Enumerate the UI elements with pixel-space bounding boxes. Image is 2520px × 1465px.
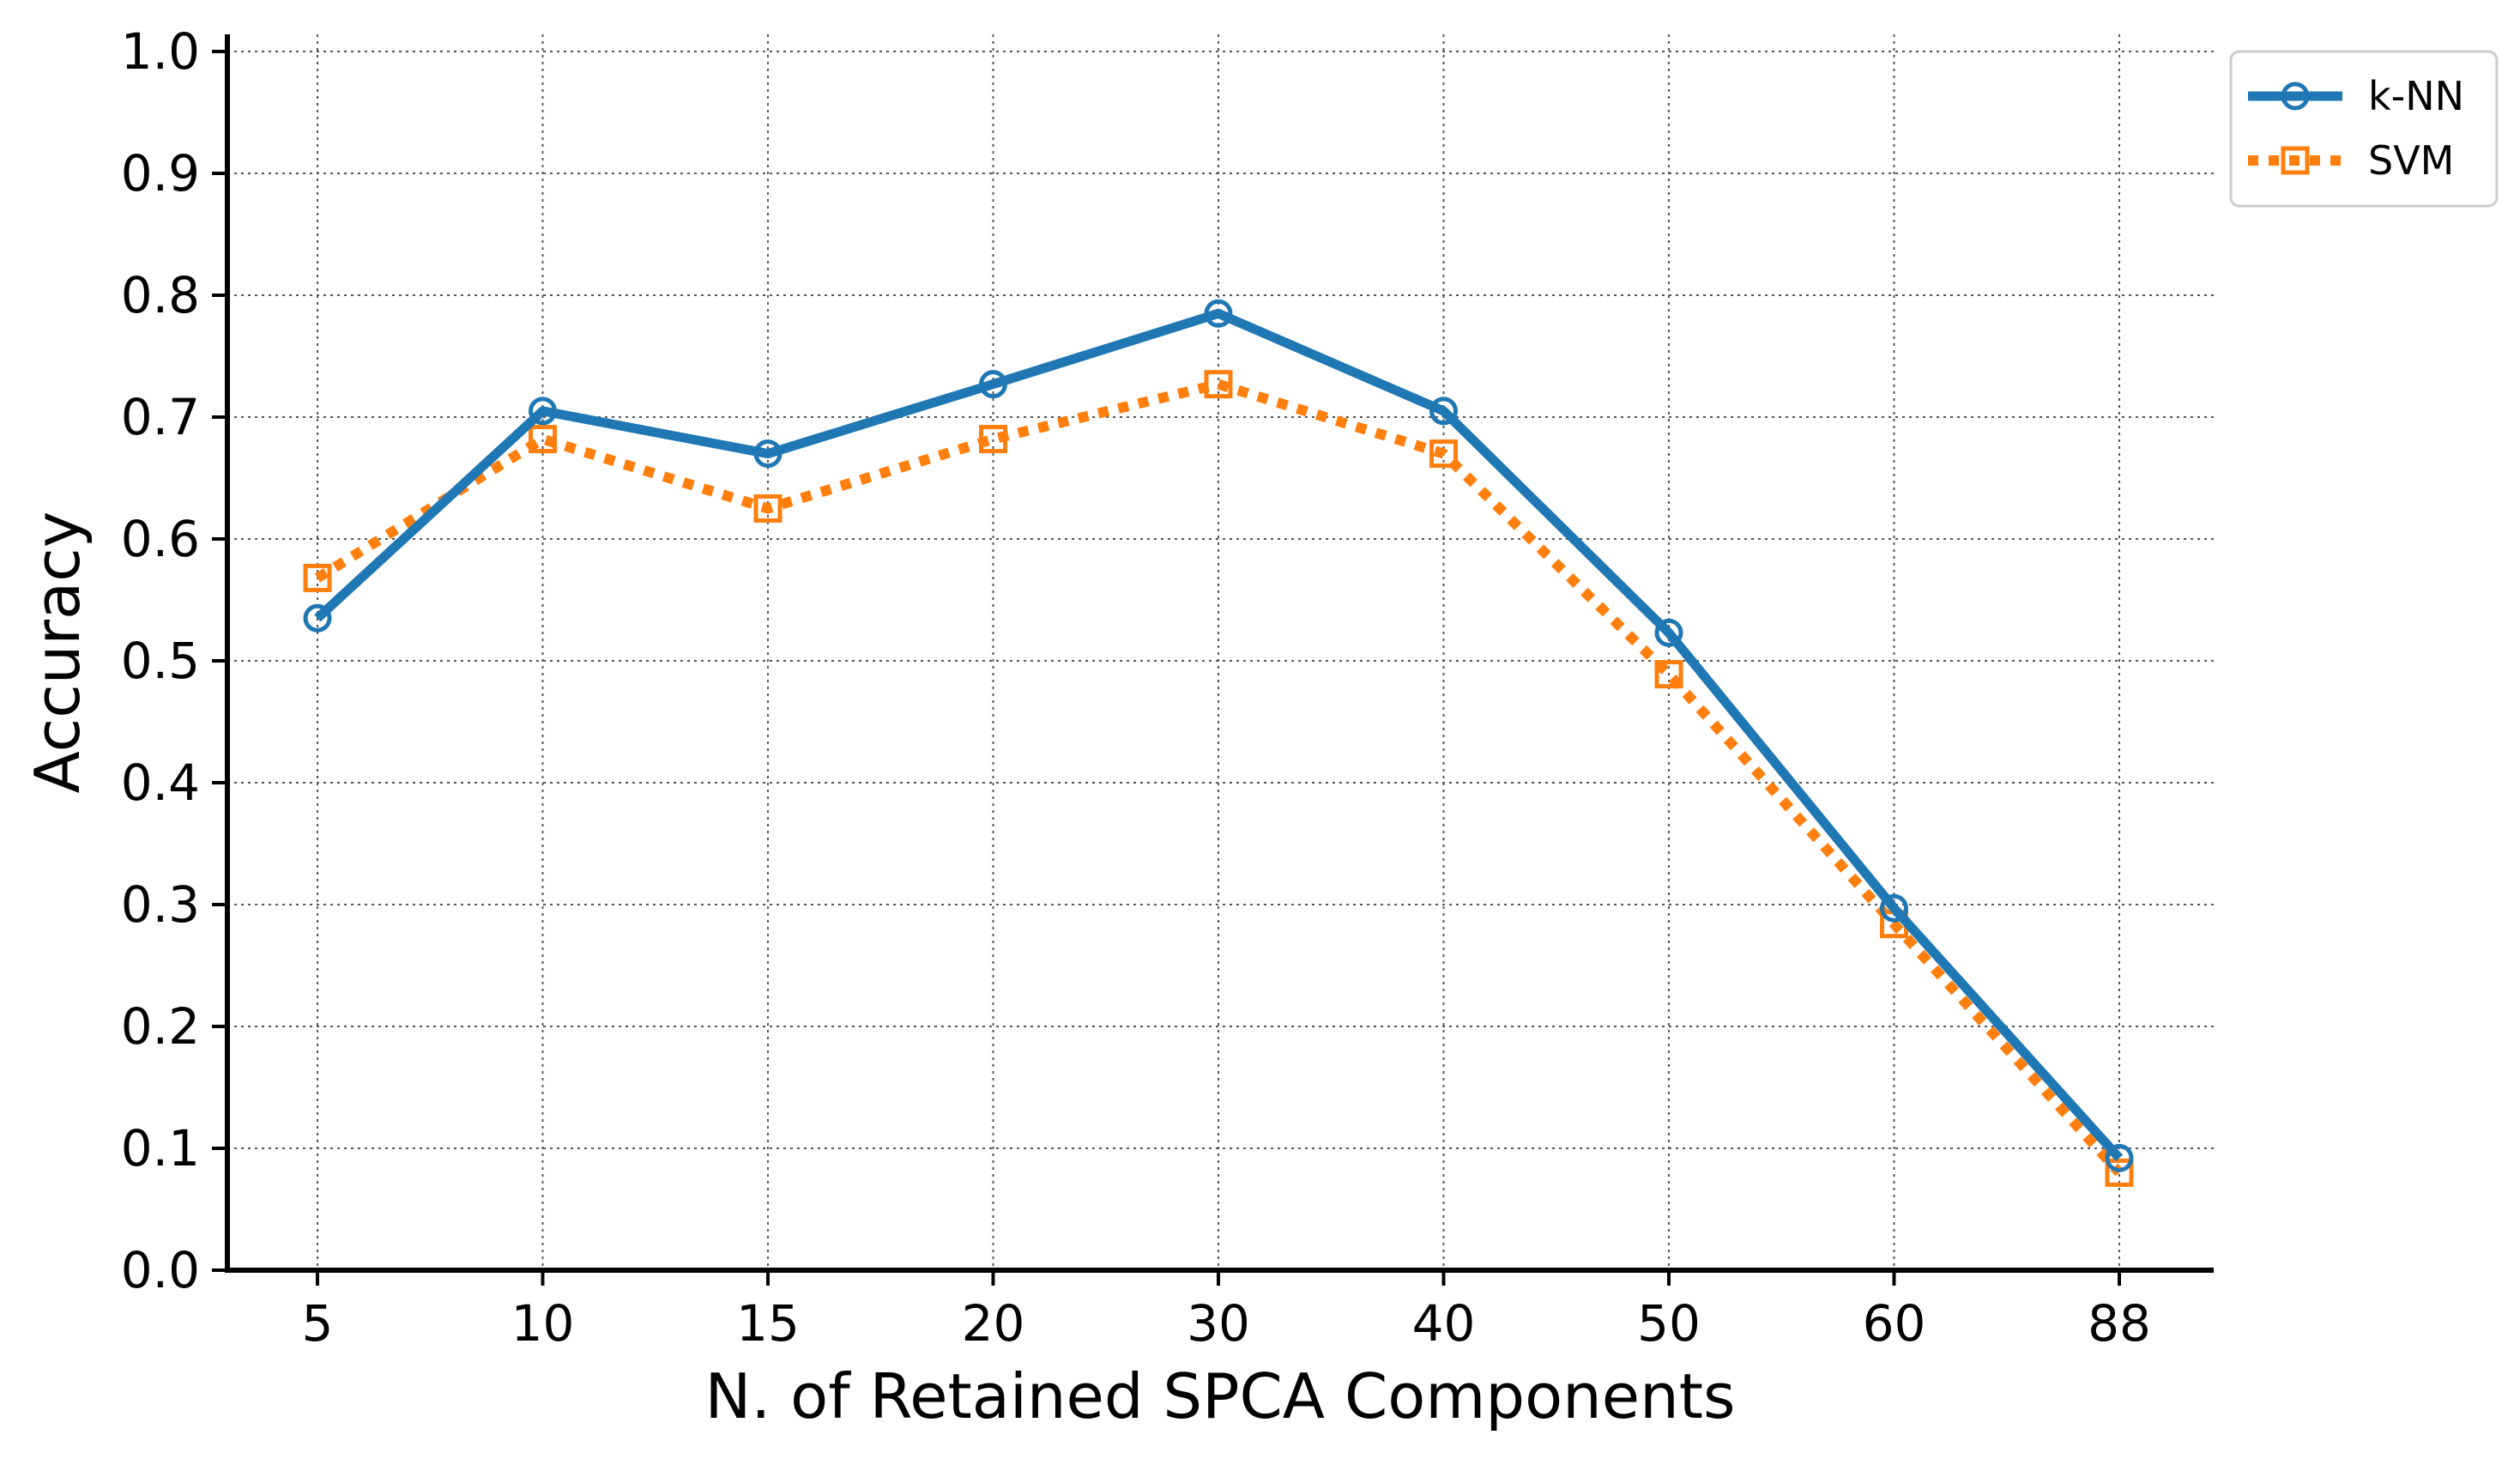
legend-marker-svm	[2281, 146, 2310, 175]
legend-label-svm: SVM	[2368, 137, 2454, 184]
y-tick-label: 0.4	[121, 754, 200, 812]
x-ticks: 5 10 15 20 30 40 50 60 88	[302, 1270, 2151, 1353]
series-k-nn	[303, 299, 2134, 1172]
y-axis-title: Accuracy	[21, 512, 94, 794]
y-ticks: 0.0 0.1 0.2 0.3 0.4 0.5 0.6 0.7 0.8 0.9 1.0	[121, 22, 227, 1299]
y-tick-label: 0.3	[121, 875, 200, 934]
data-point-svm	[979, 425, 1007, 454]
series	[303, 299, 2134, 1187]
data-point-k-nn	[1429, 397, 1458, 426]
data-point-svm	[1204, 370, 1233, 399]
y-tick-label: 0.6	[121, 510, 200, 568]
x-tick-label: 88	[2088, 1294, 2151, 1353]
data-point-svm	[1654, 660, 1683, 689]
legend-item-k-nn[interactable]: k-NN	[2248, 73, 2464, 119]
y-tick-label: 0.7	[121, 388, 200, 446]
grid	[227, 34, 2214, 1271]
y-tick-label: 0.8	[121, 266, 200, 324]
legend-box	[2229, 50, 2499, 208]
y-tick-label: 0.1	[121, 1119, 200, 1177]
y-tick-label: 0.5	[121, 632, 200, 690]
data-point-svm	[1429, 439, 1458, 469]
data-point-svm	[2105, 1158, 2134, 1187]
data-point-k-nn	[979, 370, 1007, 399]
y-tick-label: 0.0	[121, 1241, 200, 1299]
y-tick-label: 0.2	[121, 997, 200, 1056]
x-tick-label: 50	[1637, 1294, 1701, 1353]
data-point-k-nn	[303, 603, 332, 633]
data-point-k-nn	[529, 397, 557, 426]
x-tick-label: 5	[302, 1294, 334, 1353]
x-tick-label: 40	[1412, 1294, 1476, 1353]
data-point-svm	[303, 563, 332, 592]
y-tick-label: 0.9	[121, 144, 200, 203]
data-point-k-nn	[1654, 618, 1683, 647]
legend[interactable]: k-NN SVM	[2229, 50, 2499, 208]
series-line-k-nn	[314, 308, 2124, 1162]
x-axis-title: N. of Retained SPCA Components	[705, 1360, 1736, 1432]
legend-item-svm[interactable]: SVM	[2248, 137, 2454, 184]
data-point-k-nn	[2105, 1143, 2134, 1172]
x-tick-label: 15	[736, 1294, 800, 1353]
data-point-k-nn	[1880, 893, 1908, 923]
x-tick-label: 20	[962, 1294, 1025, 1353]
y-tick-label: 1.0	[121, 22, 200, 81]
legend-label-k-nn: k-NN	[2368, 73, 2464, 119]
data-point-svm	[529, 425, 557, 454]
data-point-k-nn	[1204, 299, 1233, 328]
x-tick-label: 60	[1863, 1294, 1926, 1353]
legend-marker-k-nn	[2281, 82, 2310, 111]
x-tick-label: 10	[511, 1294, 575, 1353]
data-point-svm	[753, 494, 783, 523]
data-point-k-nn	[753, 439, 783, 469]
x-tick-label: 30	[1187, 1294, 1250, 1353]
